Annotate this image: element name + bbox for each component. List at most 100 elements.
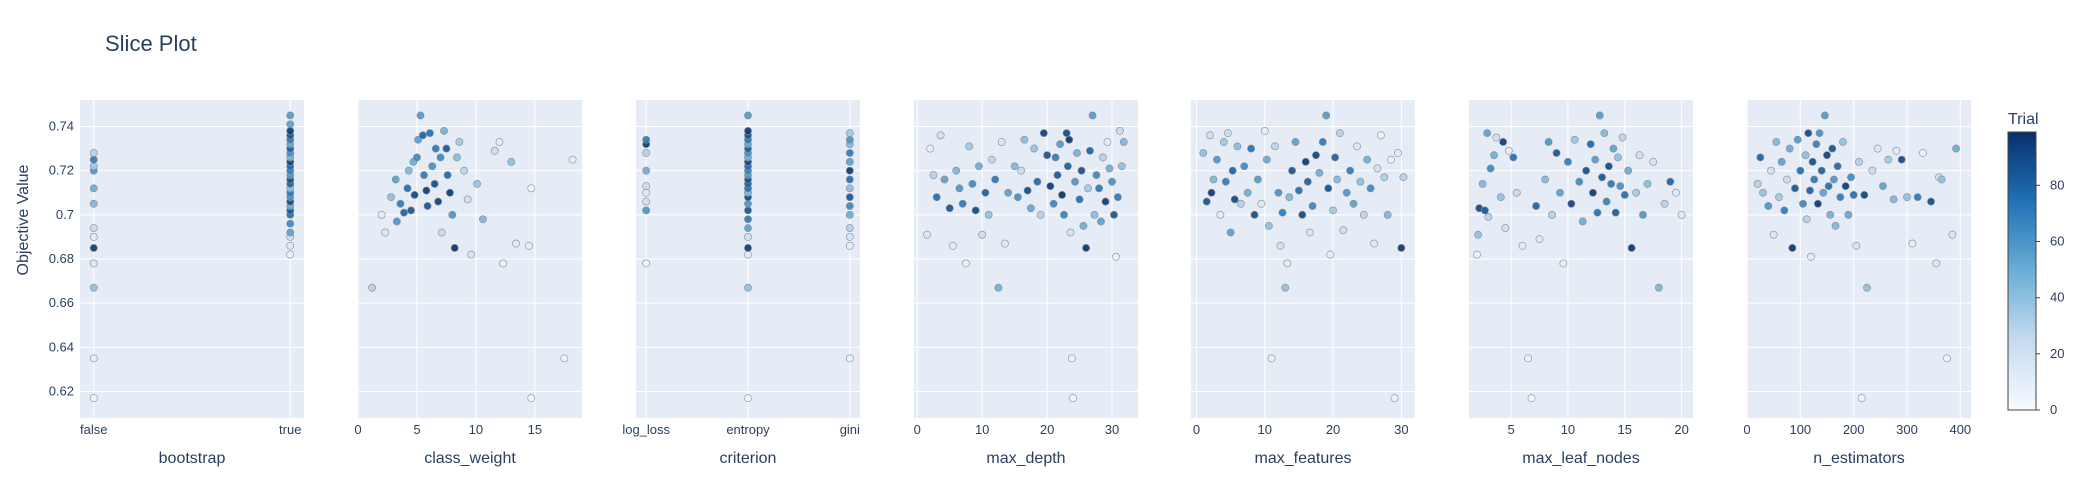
data-point [89, 199, 98, 208]
data-point [1627, 244, 1636, 252]
data-point [744, 111, 752, 120]
data-point [845, 233, 854, 241]
data-point [1812, 140, 1821, 149]
data-point [1075, 195, 1084, 204]
panel-max-features: 0 10 20 30 max_features [1191, 100, 1415, 467]
data-point [1097, 217, 1105, 226]
data-point [407, 206, 415, 215]
data-point [446, 188, 454, 197]
data-point [1288, 166, 1296, 175]
x-tick-label: true [279, 422, 301, 437]
data-point [1635, 151, 1644, 160]
data-point [1808, 157, 1817, 166]
colorbar-gradient [2007, 131, 2037, 411]
panel-max-depth: 0 10 20 30 max_depth [914, 100, 1138, 467]
data-point [1524, 354, 1533, 363]
data-point [1849, 191, 1858, 199]
data-point [1349, 199, 1358, 208]
data-point [1595, 111, 1604, 120]
data-point [1110, 210, 1118, 219]
data-point [495, 138, 504, 146]
data-point [975, 162, 983, 171]
data-point [512, 239, 520, 248]
data-point [1056, 140, 1064, 149]
data-point [1322, 111, 1331, 120]
data-point [981, 188, 990, 197]
data-point [414, 135, 423, 144]
data-point [1095, 184, 1103, 193]
data-point [994, 283, 1003, 292]
data-point [1199, 149, 1208, 157]
panel-bootstrap: false true 0.62 0.64 0.66 0.68 0.7 0.72 0.74 boot… [49, 100, 304, 467]
data-point [450, 244, 459, 252]
data-point [455, 138, 464, 146]
data-point [744, 199, 752, 208]
data-point [1879, 182, 1887, 191]
data-point [1919, 149, 1927, 157]
data-point [945, 204, 954, 213]
colorbar-tick-label: 60 [2050, 234, 2064, 249]
data-point [845, 241, 854, 250]
data-point [1346, 166, 1355, 175]
data-point [1804, 129, 1813, 138]
data-point [1082, 244, 1090, 252]
data-point [1501, 224, 1510, 232]
data-point [1857, 394, 1866, 403]
data-point [952, 166, 961, 175]
data-point [1830, 175, 1838, 184]
data-point [1063, 162, 1072, 171]
data-point [1620, 191, 1629, 199]
data-point [1518, 241, 1527, 250]
data-point [387, 193, 395, 202]
data-point [1535, 235, 1544, 244]
x-axis-title: bootstrap [159, 450, 226, 467]
data-point [467, 250, 476, 259]
data-point [1884, 155, 1893, 164]
data-point [420, 171, 428, 179]
data-point [1397, 244, 1406, 252]
data-point [1071, 177, 1079, 186]
data-point [1913, 193, 1922, 202]
data-point [845, 175, 854, 184]
data-point [1654, 283, 1663, 292]
data-point [1339, 226, 1348, 235]
data-point [642, 182, 651, 191]
data-point [1490, 151, 1498, 160]
data-point [845, 224, 854, 232]
data-point [1366, 184, 1375, 193]
data-point [377, 210, 386, 219]
data-point [1496, 193, 1505, 202]
data-point [1844, 210, 1853, 219]
data-point [286, 111, 295, 120]
panel-criterion: log_loss entropy gini criterion [622, 100, 860, 467]
data-point [744, 127, 752, 135]
data-point [286, 250, 295, 259]
x-tick-label: 5 [1507, 422, 1514, 437]
data-point [1298, 210, 1307, 219]
data-point [1552, 149, 1561, 157]
data-point [1342, 188, 1351, 197]
x-tick-label: 5 [413, 422, 420, 437]
data-point [1814, 199, 1822, 208]
data-point [1753, 180, 1762, 188]
data-point [1088, 111, 1097, 120]
data-point [744, 244, 752, 252]
data-point [1504, 146, 1513, 155]
data-point [1090, 210, 1099, 219]
data-point [845, 135, 854, 144]
data-point [1010, 162, 1019, 171]
y-tick-label: 0.66 [49, 295, 74, 310]
data-point [1624, 166, 1633, 175]
data-point [845, 166, 854, 175]
data-point [1108, 177, 1116, 186]
data-point [1117, 162, 1126, 171]
data-point [1509, 153, 1518, 162]
data-point [1788, 244, 1797, 252]
x-tick-label: 0 [1743, 422, 1750, 437]
data-point [1023, 186, 1032, 195]
x-axis-title: max_leaf_nodes [1522, 450, 1639, 467]
data-point [1492, 133, 1501, 142]
data-point [923, 230, 931, 239]
data-point [1828, 144, 1837, 153]
